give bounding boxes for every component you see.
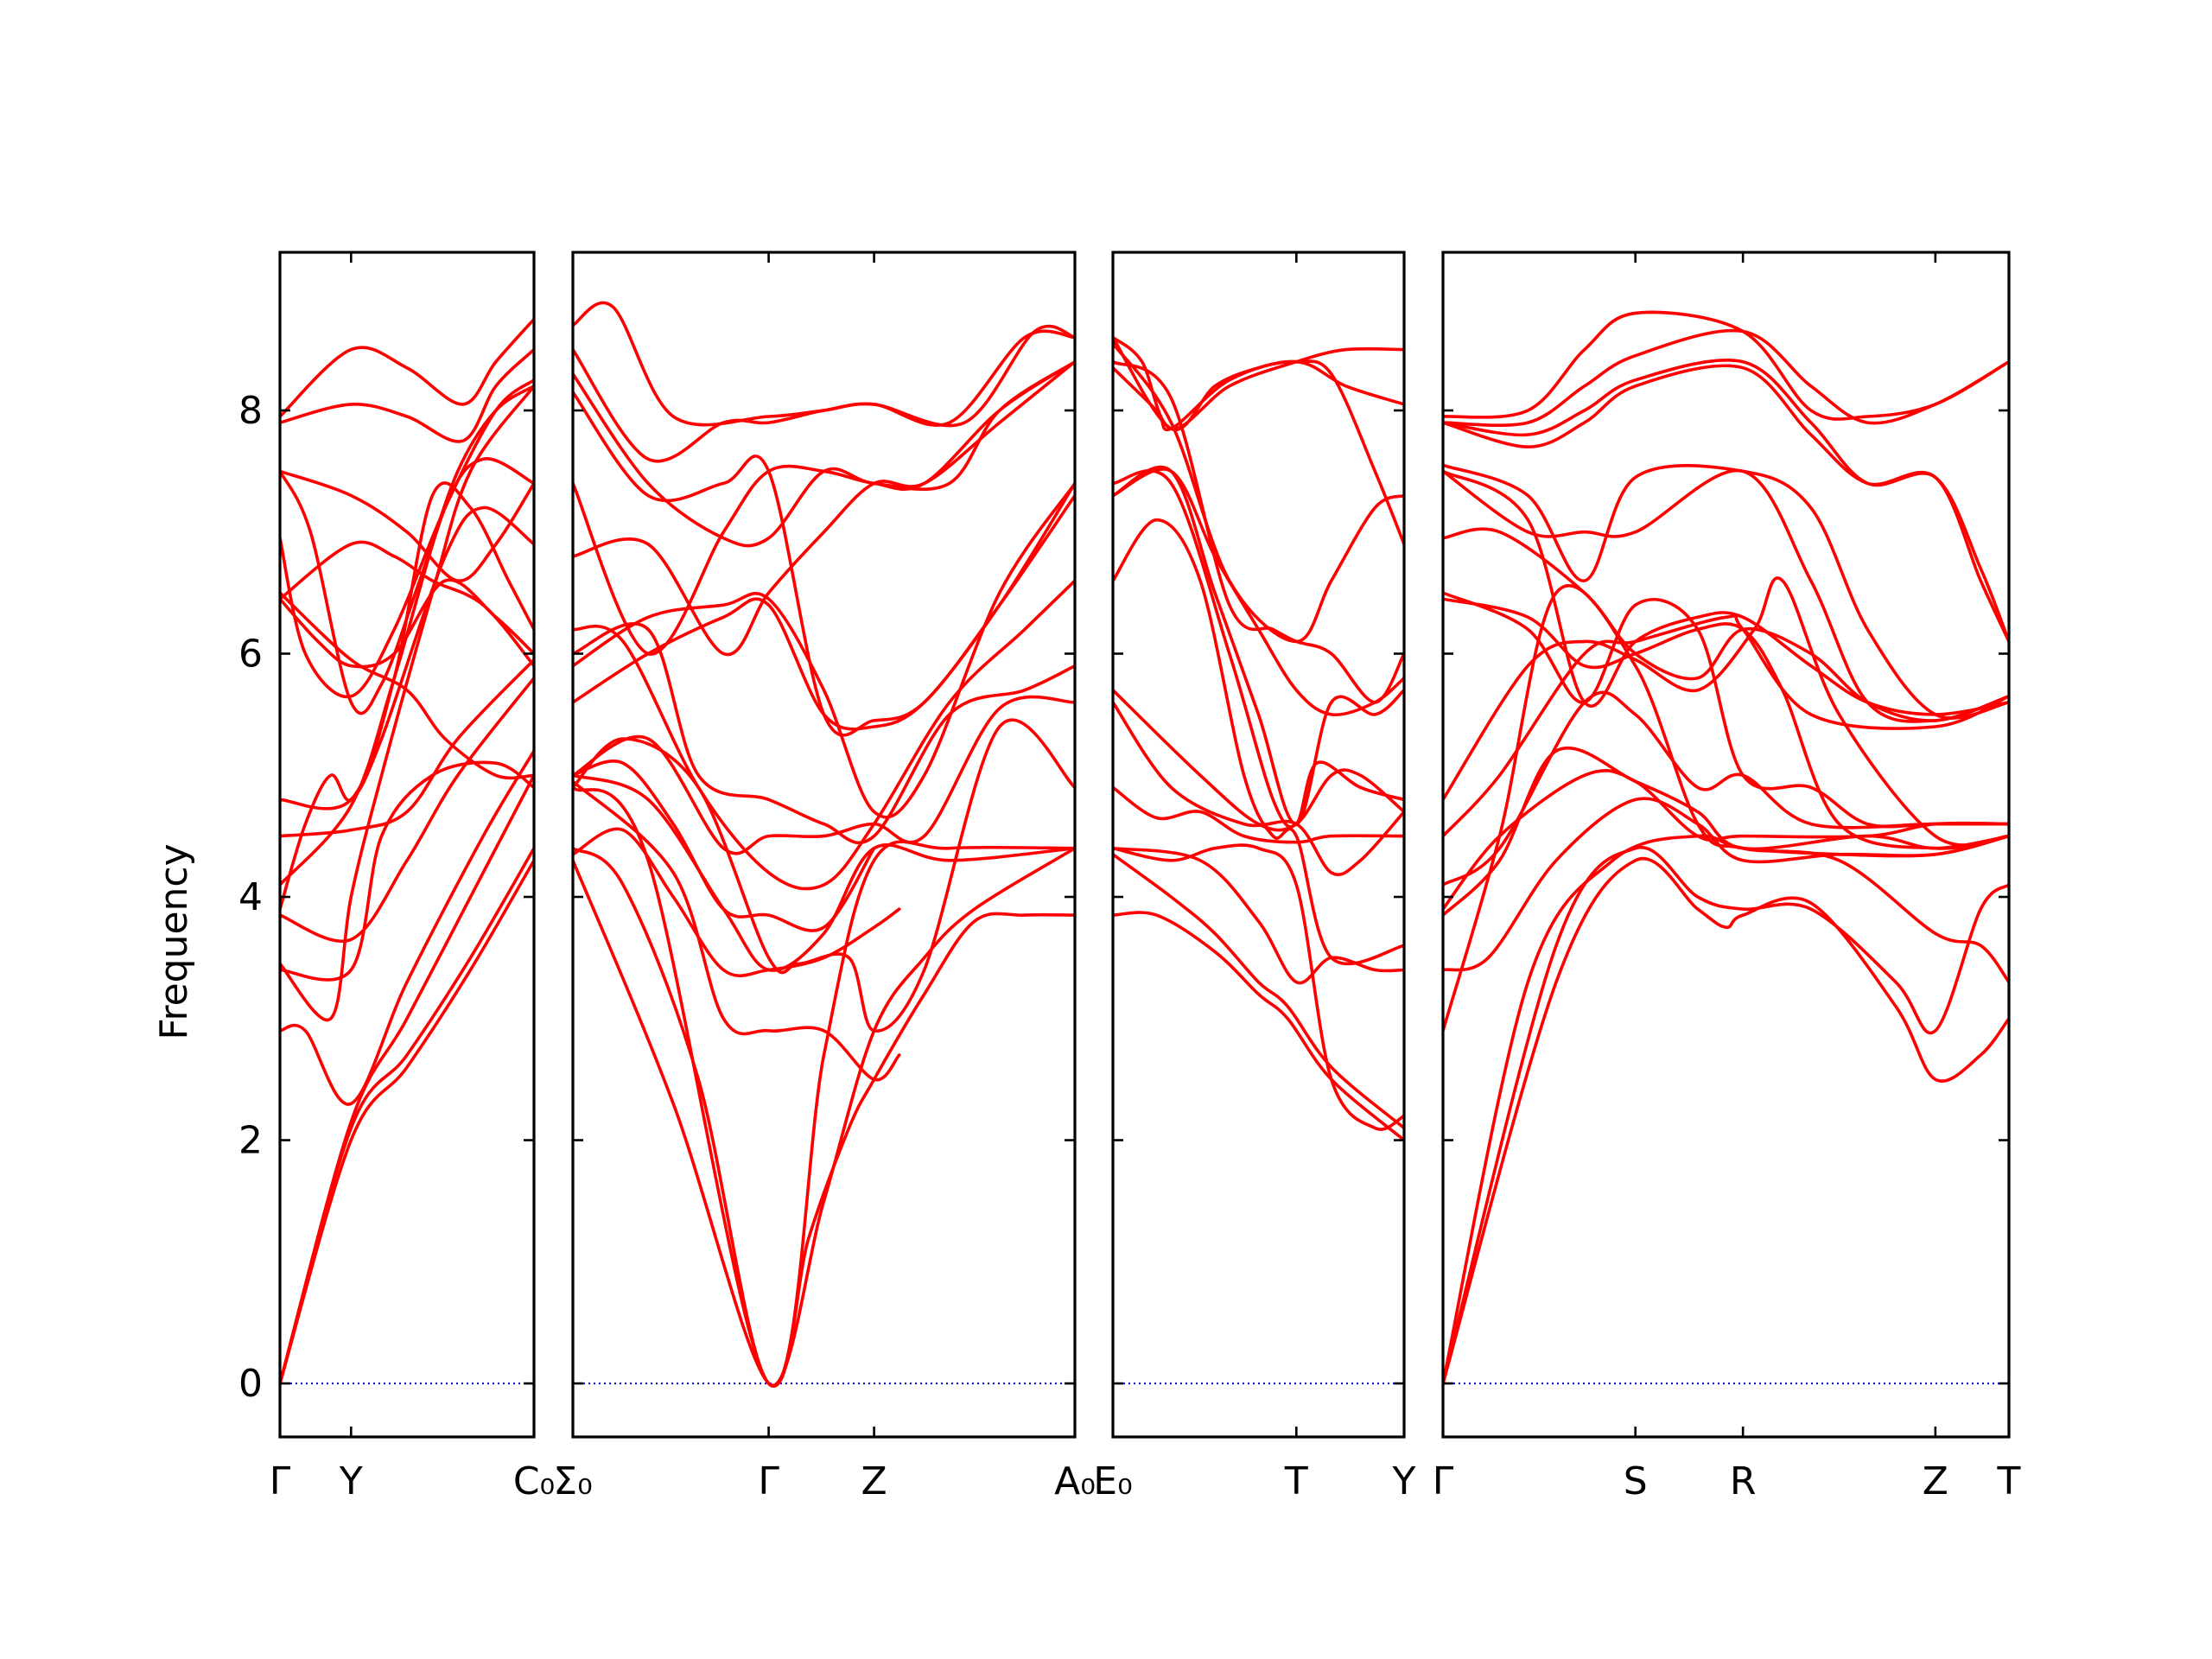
x-tick-label: R [1730, 1459, 1757, 1503]
phonon-band-10 [573, 622, 1075, 845]
x-tick-label: Γ [758, 1459, 779, 1503]
phonon-band-11 [573, 579, 1075, 891]
phonon-band-16 [1113, 359, 1404, 432]
band-group [1443, 310, 2009, 1385]
x-tick-label: Y [1392, 1459, 1416, 1503]
phonon-band-16 [573, 391, 1075, 737]
phonon-band-5 [573, 827, 901, 978]
phonon-band-11 [1443, 597, 2009, 850]
phonon-band-8 [573, 718, 1075, 1033]
x-tick-label: E₀ [1093, 1459, 1132, 1503]
phonon-band-4 [1443, 584, 2009, 1033]
x-tick-label: Σ₀ [553, 1459, 592, 1503]
x-tick-label: Z [1923, 1459, 1948, 1503]
phonon-band-2 [573, 846, 1075, 1388]
phonon-band-6 [573, 773, 1075, 972]
panel-frame [571, 251, 1077, 1439]
phonon-band-20 [1443, 310, 2009, 421]
y-tick-label: 8 [238, 389, 263, 433]
phonon-band-11 [280, 481, 534, 810]
phonon-band-6 [1443, 746, 2009, 917]
y-tick-label: 4 [238, 875, 263, 919]
x-tick-label: T [1284, 1459, 1308, 1503]
phonon-band-10 [1113, 465, 1404, 826]
phonon-band-18 [280, 347, 534, 443]
band-group [1113, 335, 1404, 1142]
phonon-band-8 [1113, 518, 1404, 966]
phonon-band-12 [1113, 359, 1404, 704]
phonon-band-15 [280, 540, 534, 668]
x-tick-label: T [1997, 1459, 2021, 1503]
band-group [573, 301, 1075, 1388]
phonon-band-7 [1443, 769, 2009, 911]
phonon-band-12 [280, 591, 534, 780]
x-tick-label: A₀ [1054, 1459, 1096, 1503]
phonon-band-18 [573, 329, 1075, 463]
phonon-band-17 [1443, 364, 2009, 644]
panel-3: E₀ T Y [1093, 251, 1416, 1503]
phonon-band-18 [1443, 358, 2009, 644]
phonon-band-2 [1113, 853, 1404, 1130]
phonon-band-9 [1113, 469, 1404, 829]
panel-frame [1441, 251, 2011, 1439]
x-tick-label: S [1624, 1459, 1648, 1503]
x-tick-label: Γ [270, 1459, 291, 1503]
phonon-band-13 [1113, 341, 1404, 644]
phonon-band-9 [573, 695, 1075, 855]
panel-2: Σ₀ Γ Z A₀ [553, 251, 1096, 1503]
phonon-band-10 [1443, 576, 2009, 847]
phonon-band-1 [1113, 911, 1404, 1142]
y-tick-label: 0 [238, 1362, 263, 1406]
phonon-band-3 [1113, 843, 1404, 1131]
phonon-band-19 [280, 317, 534, 418]
phonon-band-14 [1443, 469, 2009, 716]
phonon-band-3 [573, 785, 1075, 1388]
x-tick-label: Y [339, 1459, 363, 1503]
phonon-band-17 [280, 469, 534, 582]
phonon-band-9 [1443, 613, 2009, 838]
phonon-band-14 [280, 378, 534, 699]
x-tick-label: Γ [1433, 1459, 1454, 1503]
panel-frame [278, 251, 536, 1439]
y-tick-label: 2 [238, 1119, 263, 1163]
y-tick-label: 6 [238, 632, 263, 677]
phonon-band-5 [1113, 785, 1404, 844]
phonon-band-16 [280, 385, 534, 715]
phonon-band-15 [573, 359, 1075, 656]
phonon-band-17 [573, 359, 1075, 548]
phonon-band-7 [280, 676, 534, 943]
phonon-band-7 [573, 760, 876, 932]
phonon-band-12 [573, 481, 1075, 819]
phonon-band-9 [280, 457, 534, 887]
phonon-band-14 [573, 359, 1075, 657]
phonon-band-11 [1113, 467, 1404, 717]
phonon-band-4 [1113, 846, 1404, 985]
phonon-band-5 [1443, 797, 2009, 972]
phonon-band-16 [1443, 463, 2009, 720]
phonon-band-1 [1443, 856, 2009, 1385]
phonon-band-2 [1443, 845, 2009, 1385]
phonon-band-1 [280, 859, 534, 1385]
panel-frame [1111, 251, 1406, 1439]
x-tick-label: Z [861, 1459, 887, 1503]
y-axis: 0 2 4 6 8 [238, 389, 263, 1406]
phonon-band-10 [280, 658, 534, 838]
phonon-band-3 [280, 773, 534, 1385]
phonon-band-19 [573, 301, 1075, 428]
x-tick-label: C₀ [513, 1459, 555, 1503]
phonon-band-6 [280, 385, 534, 1022]
phonon-band-4 [280, 749, 534, 1106]
y-axis-title: Frequency [152, 843, 196, 1039]
panel-1: Γ Y C₀ [270, 251, 555, 1503]
band-group [280, 317, 534, 1385]
phonon-band-4 [573, 779, 901, 1082]
phonon-band-15 [1113, 335, 1404, 431]
phonon-band-3 [1443, 834, 2009, 1385]
phonon-band-12 [1443, 591, 2009, 829]
